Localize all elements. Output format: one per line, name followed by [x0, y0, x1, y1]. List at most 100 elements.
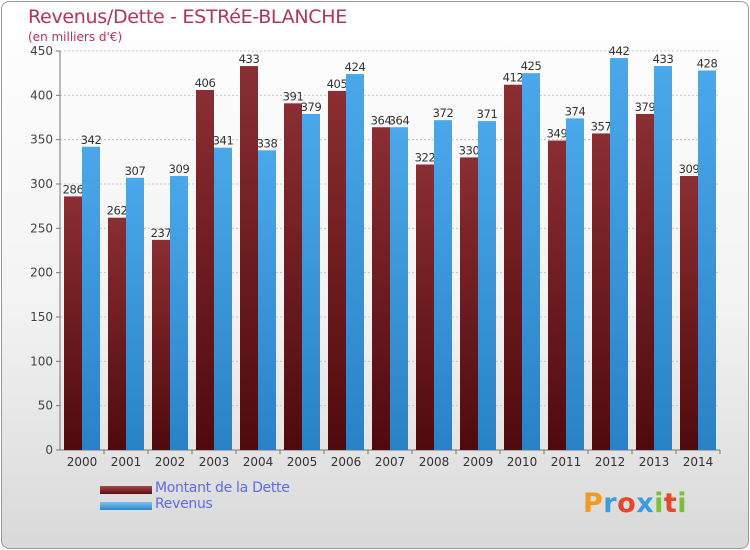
y-tick-label-450: 450: [30, 44, 53, 58]
x-tick-label-2008: 2008: [419, 455, 450, 469]
legend-swatch-dette: [100, 486, 152, 494]
bar-dette-2003: [196, 90, 214, 450]
x-tick-label-2010: 2010: [507, 455, 538, 469]
logo-letter: i: [677, 488, 688, 519]
legend-label-revenus: Revenus: [155, 496, 213, 512]
bar-dette-2012: [592, 133, 610, 450]
data-label-revenus-2014: 428: [697, 57, 718, 71]
y-tick-label-200: 200: [30, 266, 53, 280]
data-label-revenus-2002: 309: [169, 162, 190, 176]
bar-revenus-2006: [346, 74, 364, 450]
bar-dette-2002: [152, 239, 170, 450]
x-tick-label-2011: 2011: [551, 455, 582, 469]
bar-revenus-2011: [566, 118, 584, 451]
data-label-dette-2014: 309: [679, 162, 700, 176]
legend-swatch-revenus: [100, 502, 152, 510]
data-label-dette-2008: 322: [415, 150, 436, 164]
bar-revenus-2002: [170, 176, 188, 450]
y-tick-label-400: 400: [30, 88, 53, 102]
data-label-dette-2012: 357: [591, 119, 612, 133]
bar-revenus-2013: [654, 66, 672, 450]
data-label-revenus-2003: 341: [213, 134, 234, 148]
data-label-revenus-2008: 372: [433, 106, 454, 120]
data-label-dette-2003: 406: [195, 76, 216, 90]
bar-dette-2013: [636, 113, 654, 450]
y-tick-label-300: 300: [30, 177, 53, 191]
chart-subtitle: (en milliers d'€): [28, 30, 123, 44]
bar-dette-2006: [328, 90, 346, 451]
bar-revenus-2010: [522, 73, 540, 451]
data-label-dette-2000: 286: [63, 182, 84, 196]
data-label-revenus-2009: 371: [477, 107, 498, 121]
x-tick-label-2013: 2013: [639, 455, 670, 469]
bar-revenus-2004: [258, 150, 276, 450]
chart-title: Revenus/Dette - ESTRéE-BLANCHE: [28, 6, 347, 28]
bar-revenus-2003: [214, 147, 232, 450]
bar-dette-2007: [372, 127, 390, 451]
bar-dette-2010: [504, 84, 522, 451]
data-label-dette-2006: 405: [327, 77, 348, 91]
data-label-revenus-2011: 374: [565, 104, 586, 118]
x-tick-label-2003: 2003: [199, 455, 230, 469]
logo-letter: i: [654, 488, 664, 519]
bar-dette-2005: [284, 103, 302, 451]
logo-letter: r: [603, 488, 618, 519]
x-tick-label-2005: 2005: [287, 455, 318, 469]
legend-label-dette: Montant de la Dette: [155, 480, 290, 496]
bar-revenus-2012: [610, 58, 628, 451]
data-label-dette-2002: 237: [151, 226, 172, 240]
y-tick-label-50: 50: [38, 399, 53, 413]
bar-dette-2009: [460, 157, 478, 450]
x-tick-label-2002: 2002: [155, 455, 186, 469]
y-tick-label-150: 150: [30, 310, 53, 324]
bar-revenus-2014: [698, 70, 716, 451]
data-label-revenus-2007: 364: [389, 113, 410, 127]
bar-dette-2014: [680, 176, 698, 450]
data-label-dette-2004: 433: [239, 52, 260, 66]
bar-revenus-2007: [390, 127, 408, 451]
bar-dette-2000: [64, 196, 82, 450]
x-tick-label-2000: 2000: [67, 455, 98, 469]
data-label-revenus-2013: 433: [653, 52, 674, 66]
data-label-revenus-2000: 342: [81, 133, 102, 147]
data-label-revenus-2012: 442: [609, 44, 630, 58]
data-label-revenus-2004: 338: [257, 136, 278, 150]
x-tick-label-2001: 2001: [111, 455, 142, 469]
data-label-dette-2005: 391: [283, 89, 304, 103]
bar-dette-2011: [548, 140, 566, 450]
x-tick-label-2006: 2006: [331, 455, 362, 469]
y-tick-label-250: 250: [30, 221, 53, 235]
bar-revenus-2008: [434, 120, 452, 450]
x-tick-label-2009: 2009: [463, 455, 494, 469]
x-tick-label-2014: 2014: [683, 455, 714, 469]
logo-letter: t: [663, 488, 678, 519]
data-label-dette-2010: 412: [503, 71, 524, 85]
y-tick-label-350: 350: [30, 133, 53, 147]
proxiti-logo: Proxiti: [583, 488, 687, 519]
x-tick-label-2004: 2004: [243, 455, 274, 469]
data-label-revenus-2006: 424: [345, 60, 366, 74]
bar-dette-2008: [416, 164, 434, 450]
bar-dette-2001: [108, 217, 126, 450]
logo-letter: x: [636, 488, 655, 519]
y-tick-label-100: 100: [30, 354, 53, 368]
bar-revenus-2001: [126, 177, 144, 450]
data-label-revenus-2001: 307: [125, 164, 146, 178]
data-label-dette-2001: 262: [107, 204, 128, 218]
bar-revenus-2009: [478, 121, 496, 451]
data-label-dette-2011: 349: [547, 127, 568, 141]
y-tick-label-0: 0: [45, 443, 53, 457]
data-label-revenus-2010: 425: [521, 59, 542, 73]
logo-letter: o: [617, 488, 637, 519]
bar-dette-2004: [240, 66, 258, 450]
data-label-revenus-2005: 379: [301, 100, 322, 114]
data-label-dette-2013: 379: [635, 100, 656, 114]
logo-letter: P: [583, 488, 604, 519]
bar-revenus-2000: [82, 146, 100, 450]
data-label-dette-2007: 364: [371, 113, 392, 127]
x-tick-label-2012: 2012: [595, 455, 626, 469]
data-label-dette-2009: 330: [459, 143, 480, 157]
x-tick-label-2007: 2007: [375, 455, 406, 469]
bar-revenus-2005: [302, 113, 320, 450]
